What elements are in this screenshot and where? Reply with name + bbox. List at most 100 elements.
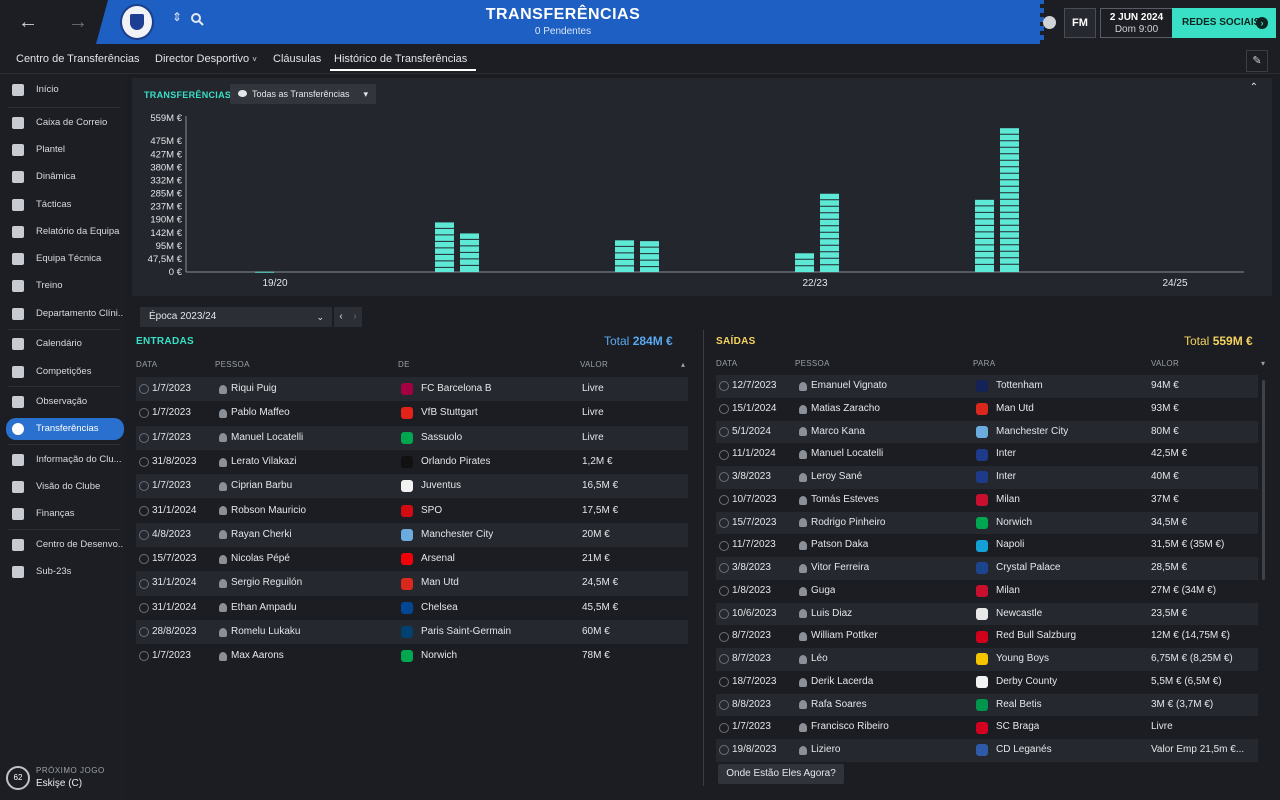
table-row[interactable]: 8/7/2023 William Pottker Red Bull Salzburg… — [716, 625, 1258, 648]
col-header-value[interactable]: VALOR — [580, 360, 609, 369]
row-person[interactable]: Francisco Ribeiro — [811, 721, 889, 733]
row-person[interactable]: Romelu Lukaku — [231, 626, 301, 637]
row-person[interactable]: Rodrigo Pinheiro — [811, 516, 886, 528]
row-person[interactable]: Léo — [811, 653, 828, 664]
row-club[interactable]: Sassuolo — [421, 431, 463, 443]
row-person[interactable]: Leroy Sané — [811, 471, 863, 482]
table-row[interactable]: 1/8/2023 Guga Milan 27M € (34M €) — [716, 580, 1258, 603]
row-person[interactable]: Vitor Ferreira — [811, 562, 870, 573]
row-club[interactable]: Napoli — [996, 539, 1025, 551]
back-arrow-icon[interactable]: ← — [18, 11, 38, 33]
row-person[interactable]: Rafa Soares — [811, 698, 867, 710]
row-club[interactable]: Man Utd — [996, 402, 1034, 414]
forward-arrow-icon[interactable]: → — [68, 11, 88, 33]
sidebar-item-inbox[interactable]: Caixa de Correio — [6, 112, 124, 134]
col-header-value[interactable]: VALOR — [1151, 359, 1180, 368]
row-club[interactable]: FC Barcelona B — [421, 383, 492, 394]
table-row[interactable]: 18/7/2023 Derik Lacerda Derby County 5,5M €… — [716, 671, 1258, 694]
row-person[interactable]: Derik Lacerda — [811, 675, 874, 687]
sort-up-icon[interactable]: ▴ — [681, 360, 686, 369]
sidebar-item-dynamics[interactable]: Dinâmica — [6, 166, 124, 188]
row-person[interactable]: Lerato Vilakazi — [231, 455, 297, 467]
sidebar-item-tactics[interactable]: Tácticas — [6, 194, 124, 216]
row-club[interactable]: Red Bull Salzburg — [996, 630, 1077, 642]
next-game[interactable]: 62 PRÓXIMO JOGO Eskişe (C) — [6, 764, 122, 794]
where-are-they-now-button[interactable]: Onde Estão Eles Agora? — [718, 764, 844, 784]
col-header-person[interactable]: PESSOA — [795, 359, 830, 368]
row-club[interactable]: Real Betis — [996, 698, 1042, 710]
season-next-button[interactable]: › — [348, 307, 362, 327]
row-club[interactable]: Manchester City — [996, 425, 1069, 437]
tab-director[interactable]: Director Desportivo ˅ — [155, 53, 257, 65]
col-header-to[interactable]: PARA — [973, 359, 996, 368]
table-row[interactable]: 10/6/2023 Luis Diaz Newcastle 23,5M € — [716, 602, 1258, 626]
row-person[interactable]: Matias Zaracho — [811, 402, 880, 414]
tab-clauses[interactable]: Cláusulas — [273, 53, 322, 65]
date-box[interactable]: 2 JUN 2024 Dom 9:00 — [1100, 8, 1172, 38]
row-person[interactable]: Guga — [811, 584, 836, 596]
chart-bar[interactable] — [975, 199, 994, 272]
chart-filter-dropdown[interactable]: Todas as Transferências ▾ — [230, 84, 376, 104]
table-row[interactable]: 11/1/2024 Manuel Locatelli Inter 42,5M € — [716, 443, 1258, 466]
chart-bar[interactable] — [615, 240, 634, 272]
row-person[interactable]: Pablo Maffeo — [231, 407, 290, 419]
social-media-button[interactable]: REDES SOCIAIS › — [1172, 8, 1276, 38]
table-row[interactable]: 1/7/2023 Pablo Maffeo VfB Stuttgart Livre — [136, 401, 688, 425]
col-header-person[interactable]: PESSOA — [215, 360, 250, 369]
collapse-chevron-icon[interactable]: ⌃ — [1249, 82, 1258, 93]
row-person[interactable]: Tomás Esteves — [811, 493, 879, 505]
col-header-date[interactable]: DATA — [136, 360, 158, 369]
row-person[interactable]: Luis Diaz — [811, 607, 853, 619]
row-person[interactable]: Riqui Puig — [231, 383, 277, 394]
sidebar-item-finances[interactable]: Finanças — [6, 503, 124, 525]
table-row[interactable]: 12/7/2023 Emanuel Vignato Tottenham 94M € — [716, 375, 1258, 398]
row-club[interactable]: Tottenham — [996, 380, 1043, 391]
sidebar-item-squad[interactable]: Plantel — [6, 139, 124, 161]
row-person[interactable]: Manuel Locatelli — [231, 431, 304, 443]
season-prev-button[interactable]: ‹ — [334, 307, 348, 327]
row-club[interactable]: Manchester City — [421, 528, 494, 540]
row-club[interactable]: SC Braga — [996, 721, 1040, 733]
globe-icon[interactable] — [1043, 16, 1056, 29]
sidebar-item-scouting[interactable]: Observação — [6, 391, 124, 413]
table-row[interactable]: 10/7/2023 Tomás Esteves Milan 37M € — [716, 489, 1258, 512]
row-club[interactable]: Man Utd — [421, 577, 459, 589]
row-club[interactable]: CD Leganés — [996, 744, 1052, 755]
table-row[interactable]: 15/7/2023 Rodrigo Pinheiro Norwich 34,5M € — [716, 511, 1258, 535]
switch-chevrons-icon[interactable]: ⇕ — [172, 10, 183, 24]
row-club[interactable]: Derby County — [996, 675, 1058, 687]
table-row[interactable]: 8/8/2023 Rafa Soares Real Betis 3M € (3,7M … — [716, 693, 1258, 717]
fm-menu-button[interactable]: FM — [1064, 8, 1096, 38]
table-row[interactable]: 31/8/2023 Lerato Vilakazi Orlando Pirates 1… — [136, 450, 688, 474]
edit-pencil-icon[interactable]: ✎ — [1246, 50, 1268, 72]
search-icon[interactable] — [190, 12, 204, 29]
row-club[interactable]: VfB Stuttgart — [421, 407, 478, 419]
chart-bar[interactable] — [255, 271, 274, 273]
row-club[interactable]: SPO — [421, 504, 443, 516]
row-person[interactable]: William Pottker — [811, 630, 878, 642]
row-person[interactable]: Sergio Reguilón — [231, 577, 303, 589]
col-header-date[interactable]: DATA — [716, 359, 738, 368]
chart-bar[interactable] — [820, 193, 839, 272]
row-club[interactable]: Arsenal — [421, 553, 455, 565]
row-club[interactable]: Norwich — [996, 516, 1033, 528]
chart-bar[interactable] — [435, 222, 454, 272]
row-club[interactable]: Young Boys — [996, 653, 1050, 664]
row-person[interactable]: Marco Kana — [811, 425, 865, 437]
tab-transfer-history[interactable]: Histórico de Transferências — [330, 53, 477, 71]
row-person[interactable]: Ciprian Barbu — [231, 480, 293, 492]
col-header-from[interactable]: DE — [398, 360, 410, 369]
club-crest[interactable] — [120, 4, 154, 40]
sidebar-item-club-vision[interactable]: Visão do Clube — [6, 476, 124, 498]
table-row[interactable]: 1/7/2023 Max Aarons Norwich 78M € — [136, 644, 688, 668]
table-row[interactable]: 4/8/2023 Rayan Cherki Manchester City 20M € — [136, 522, 688, 548]
row-club[interactable]: Newcastle — [996, 607, 1043, 619]
chart-bar[interactable] — [795, 253, 814, 272]
table-row[interactable]: 31/1/2024 Ethan Ampadu Chelsea 45,5M € — [136, 596, 688, 620]
table-row[interactable]: 31/1/2024 Robson Mauricio SPO 17,5M € — [136, 499, 688, 523]
sidebar-item-u23[interactable]: Sub-23s — [6, 561, 124, 583]
sidebar-item-development[interactable]: Centro de Desenvo... — [6, 534, 124, 556]
row-person[interactable]: Liziero — [811, 744, 841, 755]
tab-transfer-centre[interactable]: Centro de Transferências — [16, 53, 140, 65]
chart-bar[interactable] — [640, 241, 659, 272]
